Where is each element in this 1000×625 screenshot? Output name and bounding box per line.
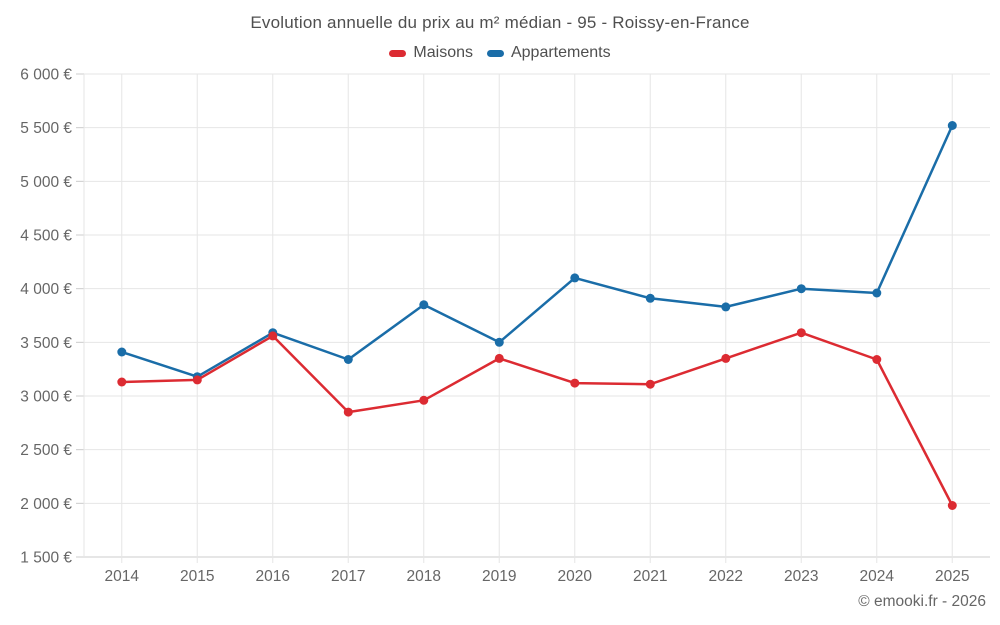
- y-axis-tick-label: 3 500 €: [20, 335, 72, 352]
- x-axis-tick-label: 2017: [331, 568, 365, 585]
- data-point-maisons-2021[interactable]: [645, 379, 655, 389]
- legend-item-maisons[interactable]: Maisons: [389, 44, 473, 62]
- data-point-maisons-2018[interactable]: [419, 395, 429, 405]
- x-axis-tick-label: 2021: [633, 568, 667, 585]
- chart-legend: Maisons Appartements: [0, 44, 1000, 62]
- series-line-maisons: [120, 331, 954, 507]
- x-axis-tick-label: 2022: [709, 568, 743, 585]
- x-axis-tick-label: 2015: [180, 568, 214, 585]
- data-point-appartements-2017[interactable]: [343, 355, 353, 364]
- data-point-maisons-2025[interactable]: [947, 501, 957, 510]
- copyright-label: © emooki.fr - 2026: [858, 593, 986, 610]
- x-axis-tick-label: 2025: [935, 568, 969, 585]
- data-point-appartements-2021[interactable]: [645, 293, 655, 303]
- x-axis-tick-label: 2023: [784, 568, 818, 585]
- data-point-appartements-2025[interactable]: [947, 121, 957, 130]
- x-axis-tick-label: 2024: [860, 568, 895, 585]
- y-axis-tick-label: 1 500 €: [20, 550, 72, 567]
- maisons-series-swatch-icon: [389, 49, 407, 57]
- data-point-appartements-2024[interactable]: [872, 288, 882, 298]
- legend-item-appartements[interactable]: Appartements: [486, 44, 611, 62]
- data-point-appartements-2014[interactable]: [117, 347, 127, 357]
- series-line-appartements: [120, 124, 954, 378]
- y-axis-tick-label: 5 000 €: [20, 174, 72, 191]
- y-axis-tick-label: 3 000 €: [20, 389, 72, 406]
- y-axis-tick-label: 2 000 €: [20, 496, 72, 513]
- data-point-maisons-2024[interactable]: [872, 355, 882, 364]
- data-point-maisons-2019[interactable]: [494, 353, 504, 363]
- x-axis-tick-label: 2016: [256, 568, 290, 585]
- x-axis-tick-label: 2020: [558, 568, 593, 585]
- data-point-maisons-2022[interactable]: [721, 353, 731, 363]
- legend-label-appartements: Appartements: [510, 44, 611, 61]
- data-point-maisons-2015[interactable]: [192, 375, 202, 385]
- data-point-appartements-2020[interactable]: [570, 273, 580, 283]
- y-axis-tick-label: 4 500 €: [20, 228, 72, 245]
- x-axis-tick-label: 2014: [105, 568, 140, 585]
- y-axis-tick-label: 2 500 €: [20, 442, 72, 459]
- y-axis-tick-label: 4 000 €: [20, 281, 72, 298]
- data-point-maisons-2023[interactable]: [796, 328, 806, 338]
- data-point-maisons-2014[interactable]: [117, 377, 127, 387]
- data-point-appartements-2018[interactable]: [419, 300, 429, 310]
- data-point-maisons-2017[interactable]: [343, 407, 353, 417]
- appartements-series-swatch-icon: [486, 49, 504, 57]
- data-point-appartements-2019[interactable]: [494, 337, 504, 347]
- legend-label-maisons: Maisons: [413, 44, 473, 61]
- data-point-maisons-2016[interactable]: [268, 331, 278, 341]
- data-point-maisons-2020[interactable]: [570, 378, 580, 388]
- data-point-appartements-2023[interactable]: [796, 284, 806, 294]
- chart-title: Evolution annuelle du prix au m² médian …: [250, 13, 750, 32]
- data-point-appartements-2022[interactable]: [721, 302, 731, 312]
- y-axis-tick-label: 6 000 €: [20, 67, 72, 84]
- x-axis-tick-label: 2018: [407, 568, 441, 585]
- x-axis-tick-label: 2019: [482, 568, 516, 585]
- y-axis-tick-label: 5 500 €: [20, 120, 72, 137]
